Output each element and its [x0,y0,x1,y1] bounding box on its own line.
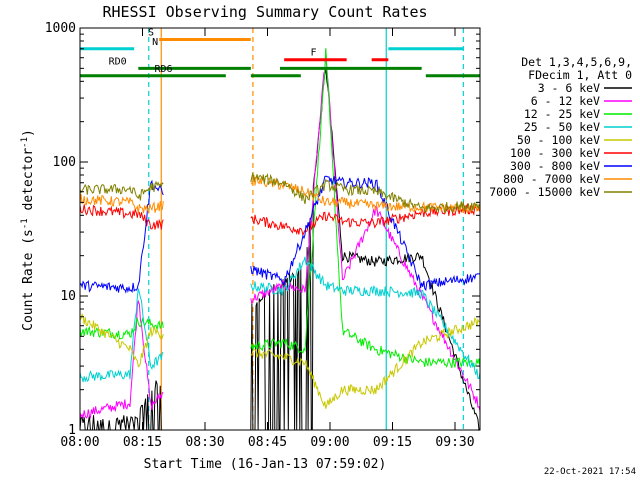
y-axis-label-part: Count Rate (s [21,229,36,331]
legend-entry: 300 - 800 keV [510,159,600,173]
y-tick-label: 1 [68,423,76,438]
flag-label: RD6 [154,64,172,75]
legend-entry: 7000 - 15000 keV [489,185,600,199]
y-axis-label-superscript: -1 [20,137,30,148]
y-axis-label: Count Rate (s-1 detector-1) [20,129,36,331]
flag-label: S [148,28,154,39]
chart-title: RHESSI Observing Summary Count Rates [102,3,427,21]
legend-entry: 3 - 6 keV [538,81,600,95]
y-axis-label-part: ) [21,129,36,137]
y-tick-label: 1000 [45,21,76,36]
x-tick-label: 08:00 [60,435,99,450]
x-tick-label: 09:00 [310,435,349,450]
legend-entry: 800 - 7000 keV [503,172,600,186]
legend-header-line: FDecim 1, Att 0 [528,68,632,82]
x-tick-label: 08:15 [123,435,162,450]
x-tick-label: 09:15 [373,435,412,450]
legend-header-line: Det 1,3,4,5,6,9, [521,55,632,69]
x-tick-label: 08:30 [185,435,224,450]
series-line-green [79,48,481,369]
series-group [79,48,481,432]
x-axis-label: Start Time (16-Jan-13 07:59:02) [144,457,387,472]
y-axis-label-part: detector [21,148,36,219]
series-line-olive [79,312,481,409]
legend: Det 1,3,4,5,6,9, FDecim 1, Att 0 3 - 6 k… [489,55,632,199]
series-line-magenta [79,49,481,419]
series-line-cyan [79,256,481,383]
y-tick-label: 100 [53,155,76,170]
flag-bars: SN F RD0 RD6 [80,28,480,78]
generation-timestamp: 22-Oct-2021 17:54 [544,467,636,477]
flag-label: RD0 [109,56,127,67]
axis-frame [79,27,481,431]
legend-entry: 6 - 12 keV [531,94,600,108]
flag-label: F [310,48,316,59]
legend-entry: 100 - 300 keV [510,146,600,160]
series-line-orange [79,172,481,214]
axes: 08:00 08:15 08:30 08:45 09:00 09:15 09:30 1 10 10… [45,21,481,450]
y-axis-label-superscript: -1 [20,218,30,229]
y-tick-label: 10 [60,289,76,304]
legend-entry: 25 - 50 keV [524,120,600,134]
series-line-blue [79,174,481,215]
legend-entry: 12 - 25 keV [524,107,600,121]
x-tick-label: 09:30 [435,435,474,450]
flag-label: N [152,37,158,48]
legend-entry: 50 - 100 keV [517,133,600,147]
x-tick-label: 08:45 [248,435,287,450]
series-line-red [79,175,481,294]
